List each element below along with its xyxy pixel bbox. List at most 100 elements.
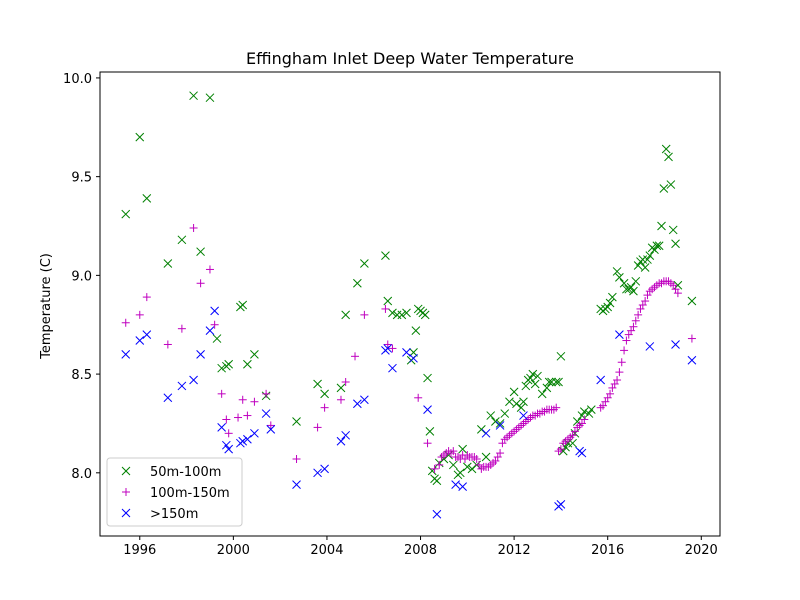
data-point: [544, 377, 554, 387]
data-point: [351, 352, 360, 361]
legend-label: >150m: [150, 507, 198, 522]
legend-marker: [121, 508, 131, 518]
data-point: [353, 278, 362, 288]
data-point: [313, 423, 322, 432]
data-point: [467, 464, 477, 474]
data-point: [402, 308, 411, 318]
data-point: [381, 304, 390, 313]
data-point: [650, 245, 659, 255]
data-point: [495, 421, 505, 430]
data-point: [671, 239, 680, 249]
data-point: [196, 279, 205, 288]
data-point: [432, 476, 442, 486]
data-point: [189, 375, 198, 385]
data-point: [217, 389, 226, 398]
data-point: [626, 282, 636, 292]
data-point: [666, 180, 676, 189]
data-point: [163, 393, 173, 403]
data-point: [409, 353, 418, 363]
legend-label: 100m-150m: [150, 486, 230, 501]
data-point: [121, 318, 130, 327]
data-point: [414, 393, 423, 402]
data-point: [687, 355, 697, 365]
data-point: [266, 421, 275, 430]
data-point: [687, 296, 697, 306]
y-tick-label: 8.5: [71, 368, 92, 383]
data-point: [341, 377, 350, 386]
data-point: [477, 425, 486, 434]
data-point: [472, 454, 481, 463]
data-point: [551, 377, 561, 387]
axis-ticks: 1996 2000 2004 2008 2012 2016 2020 8.0 8.5 9.0 9.5…: [63, 72, 718, 558]
data-point: [629, 286, 638, 296]
data-point: [292, 417, 301, 426]
data-point: [210, 320, 219, 329]
y-tick-label: 9.5: [71, 171, 92, 186]
data-point: [620, 346, 629, 355]
data-point: [622, 284, 631, 294]
data-point: [661, 144, 671, 154]
data-point: [189, 223, 198, 232]
data-point: [652, 241, 662, 251]
data-point: [205, 326, 215, 336]
data-point: [121, 349, 131, 359]
data-point: [320, 389, 329, 399]
data-point: [430, 464, 439, 473]
data-point: [481, 428, 491, 438]
data-point: [613, 376, 622, 385]
data-point: [542, 383, 552, 393]
data-point: [420, 310, 430, 320]
data-point: [292, 454, 301, 463]
data-point: [210, 306, 219, 316]
data-point: [509, 387, 519, 397]
data-point: [640, 263, 650, 272]
data-point: [512, 399, 521, 409]
data-point: [313, 468, 322, 478]
data-point: [205, 93, 215, 103]
data-point: [238, 436, 248, 446]
series-1: [121, 223, 696, 473]
data-point: [458, 482, 467, 491]
data-point: [381, 251, 390, 260]
data-point: [425, 426, 435, 436]
data-point: [584, 409, 594, 418]
data-point: [360, 310, 369, 319]
data-point: [631, 316, 640, 325]
data-point: [654, 241, 664, 251]
data-point: [388, 344, 397, 353]
data-point: [142, 194, 152, 203]
data-point: [383, 344, 393, 353]
data-point: [481, 452, 491, 462]
data-point: [432, 509, 442, 519]
data-point: [397, 310, 407, 320]
data-point: [163, 340, 172, 349]
x-tick-label: 2020: [685, 543, 718, 558]
data-point: [519, 397, 528, 407]
data-point: [617, 358, 626, 367]
y-tick-label: 8.0: [71, 467, 92, 482]
x-tick-label: 1996: [123, 543, 156, 558]
data-point: [135, 132, 145, 142]
plot-frame: [99, 71, 721, 537]
data-point: [135, 336, 145, 345]
data-point: [135, 310, 144, 319]
x-tick-label: 2012: [498, 543, 531, 558]
data-point: [177, 381, 187, 391]
data-point: [462, 462, 472, 472]
data-point: [423, 405, 432, 414]
legend-label: 50m-100m: [150, 465, 221, 480]
data-point: [673, 289, 682, 298]
data-point: [224, 444, 234, 454]
data-point: [448, 460, 458, 470]
data-point: [221, 440, 231, 450]
data-point: [629, 322, 638, 331]
data-point: [341, 430, 351, 440]
y-axis-label: Temperature (C): [39, 253, 54, 360]
data-point: [336, 395, 345, 404]
legend-box: [106, 457, 243, 527]
data-point: [320, 464, 329, 474]
data-point: [687, 334, 696, 343]
data-point: [196, 349, 205, 359]
data-point: [189, 91, 198, 101]
data-point: [580, 415, 589, 424]
